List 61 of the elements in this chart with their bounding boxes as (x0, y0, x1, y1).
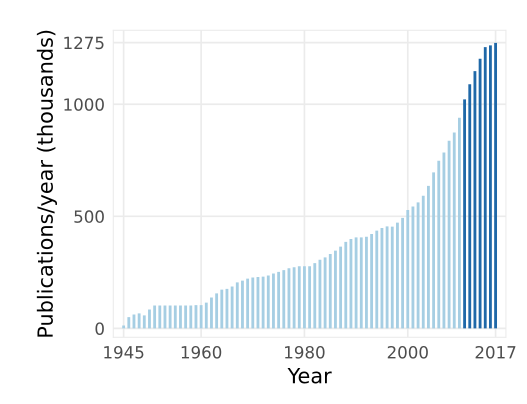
x-tick-label: 1945 (104, 346, 144, 359)
x-tick-label: 2017 (476, 346, 516, 359)
bar (370, 234, 374, 328)
y-tick-label: 0 (95, 322, 104, 335)
bar (272, 273, 275, 328)
bar (463, 99, 466, 328)
bar (401, 218, 404, 328)
bar (127, 317, 130, 328)
bar (292, 267, 296, 328)
x-axis-title: Year (288, 368, 332, 384)
x-tick-label: 2000 (388, 346, 428, 359)
bar (246, 278, 250, 328)
bar (354, 237, 358, 328)
bar (226, 288, 228, 328)
bar (416, 202, 420, 328)
bar (168, 306, 172, 328)
bar (386, 226, 389, 328)
bar (153, 306, 156, 328)
y-tick-label: 500 (74, 210, 104, 223)
bar (494, 42, 498, 328)
bar (334, 250, 337, 328)
bar (324, 257, 327, 328)
bar (448, 140, 451, 328)
bar (184, 306, 188, 328)
bar (489, 45, 492, 328)
bar (412, 206, 414, 328)
bar (474, 71, 476, 328)
y-tick-label: 1000 (64, 98, 104, 111)
bar (277, 272, 280, 328)
bar (148, 310, 151, 328)
bar (396, 222, 399, 328)
bar (365, 236, 368, 328)
bar (138, 313, 141, 328)
bar (350, 238, 352, 328)
bar (432, 172, 436, 328)
bar (179, 306, 182, 328)
bar (256, 277, 260, 328)
bar (303, 266, 306, 328)
bar (339, 246, 342, 328)
bar (215, 293, 218, 328)
bar (458, 118, 461, 328)
x-tick-label: 1960 (182, 346, 222, 359)
bar (164, 306, 166, 328)
y-tick-label: 1275 (64, 36, 104, 50)
bar (380, 228, 384, 328)
bar (308, 266, 312, 328)
bar (288, 268, 290, 328)
x-tick-label: 1980 (285, 346, 325, 359)
bar (200, 305, 203, 328)
bar (442, 152, 446, 328)
bar (241, 280, 244, 328)
bar (210, 297, 213, 328)
bar (478, 58, 482, 328)
bar (427, 186, 430, 328)
bar (194, 305, 198, 328)
bar (262, 276, 265, 328)
bar (318, 260, 322, 328)
y-axis-title: Publications/year (thousands) (36, 30, 57, 337)
bar (132, 314, 136, 328)
bar (122, 325, 126, 328)
bar (230, 286, 234, 328)
